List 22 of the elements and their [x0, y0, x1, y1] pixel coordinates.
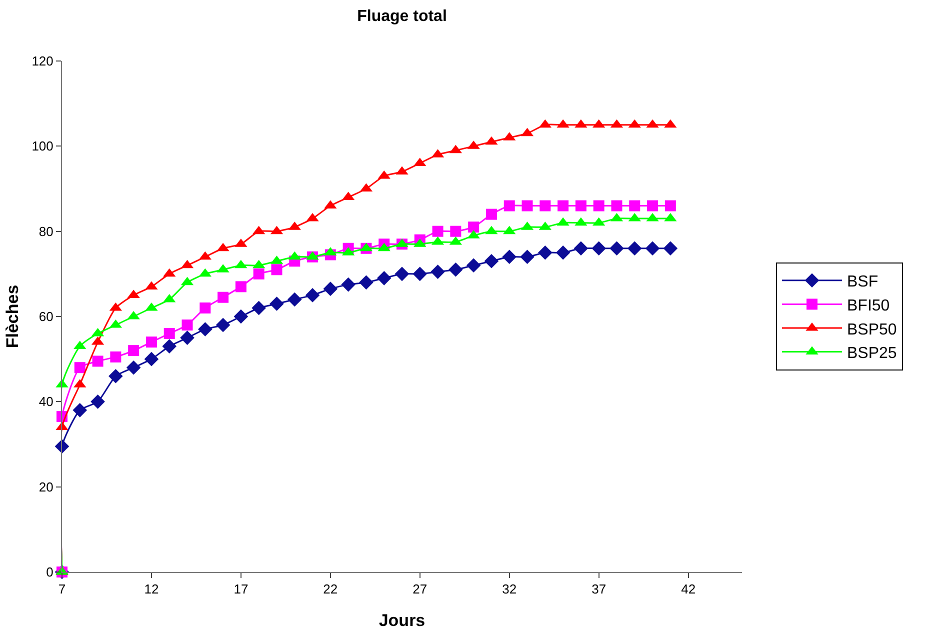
legend-label: BSF — [847, 274, 878, 291]
y-tick-label: 40 — [38, 394, 54, 410]
x-tick-label: 17 — [234, 582, 248, 597]
legend-label: BSP50 — [847, 321, 897, 338]
y-tick-label: 80 — [38, 224, 54, 239]
y-tick-label: 0 — [46, 564, 54, 580]
y-tick-label: 100 — [32, 138, 54, 154]
x-tick-label: 7 — [58, 582, 66, 597]
x-tick-label: 32 — [502, 582, 517, 597]
y-axis-title: Flèches — [3, 284, 22, 348]
x-tick-label: 22 — [323, 582, 338, 597]
legend-label: BFI50 — [847, 297, 890, 314]
x-tick-label: 42 — [681, 582, 696, 597]
y-tick-label: 20 — [38, 479, 54, 494]
legend-label: BSP25 — [847, 345, 897, 362]
x-tick-label: 27 — [412, 582, 428, 597]
x-axis-title: Jours — [378, 611, 426, 630]
y-tick-label: 120 — [32, 54, 54, 69]
x-tick-label: 37 — [592, 582, 606, 597]
x-tick-label: 12 — [144, 582, 159, 597]
chart-title: Fluage total — [357, 8, 447, 25]
y-tick-label: 60 — [38, 309, 54, 324]
